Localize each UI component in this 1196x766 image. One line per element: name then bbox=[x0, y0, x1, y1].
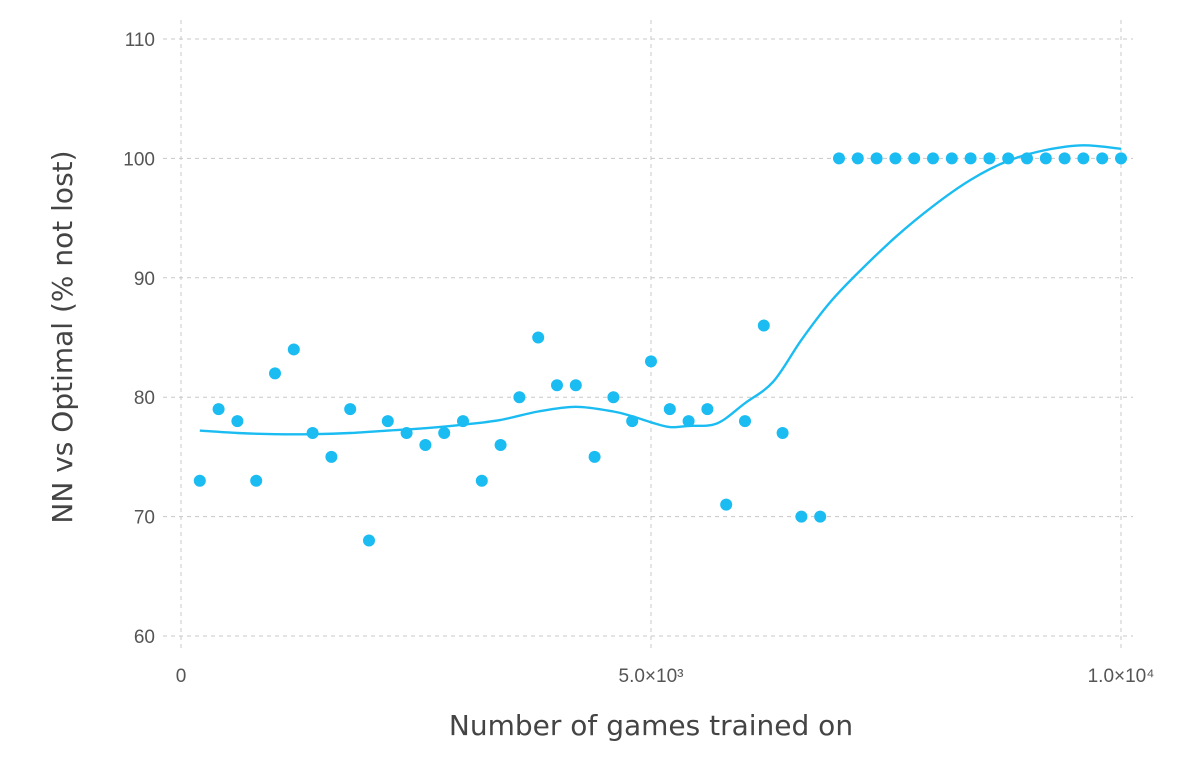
data-point bbox=[757, 319, 770, 332]
data-point bbox=[419, 438, 432, 451]
y-tick-label: 60 bbox=[134, 627, 155, 648]
data-point bbox=[457, 415, 469, 428]
data-point bbox=[569, 379, 582, 392]
grid bbox=[163, 20, 1133, 650]
data-point bbox=[626, 415, 639, 428]
data-point bbox=[795, 510, 808, 523]
data-point bbox=[1058, 152, 1071, 165]
data-point bbox=[551, 379, 563, 392]
data-point bbox=[1096, 152, 1109, 165]
y-tick-label: 100 bbox=[123, 149, 155, 170]
data-point bbox=[945, 152, 958, 165]
smooth-trend-line bbox=[199, 144, 1122, 436]
data-point bbox=[1115, 152, 1127, 165]
data-point bbox=[607, 391, 620, 404]
data-point bbox=[212, 403, 225, 416]
x-tick-label: 5.0×10³ bbox=[619, 666, 684, 687]
data-point bbox=[250, 474, 263, 487]
x-axis-ticks: 0 5.0×10³ 1.0×10⁴ bbox=[176, 666, 1155, 687]
data-point bbox=[1002, 152, 1015, 165]
data-point bbox=[720, 498, 733, 511]
data-point bbox=[231, 415, 244, 428]
data-point bbox=[927, 152, 939, 165]
data-point bbox=[964, 152, 977, 165]
data-point bbox=[306, 427, 319, 440]
x-axis-title: Number of games trained on bbox=[449, 709, 853, 742]
data-point bbox=[1021, 152, 1033, 165]
y-axis-ticks: 60 70 80 90 100 110 bbox=[123, 30, 155, 648]
data-point bbox=[269, 367, 281, 380]
y-tick-label: 70 bbox=[134, 508, 155, 529]
data-point bbox=[833, 152, 845, 165]
data-point bbox=[645, 355, 657, 368]
data-point bbox=[814, 510, 827, 523]
data-point bbox=[400, 427, 413, 440]
data-point bbox=[363, 534, 375, 547]
data-point bbox=[983, 152, 996, 165]
y-tick-label: 90 bbox=[134, 269, 155, 290]
data-point bbox=[889, 152, 902, 165]
data-point bbox=[739, 415, 751, 428]
data-point bbox=[908, 152, 921, 165]
data-point bbox=[344, 403, 357, 416]
data-point bbox=[663, 403, 676, 416]
data-point bbox=[494, 438, 507, 451]
data-point bbox=[193, 474, 206, 487]
y-tick-label: 110 bbox=[125, 30, 155, 51]
y-axis-title: NN vs Optimal (% not lost) bbox=[46, 150, 79, 523]
data-point bbox=[870, 152, 883, 165]
data-points bbox=[193, 152, 1127, 547]
data-point bbox=[438, 427, 451, 440]
data-point bbox=[851, 152, 864, 165]
data-point bbox=[381, 415, 394, 428]
x-tick-label: 0 bbox=[176, 666, 187, 687]
data-point bbox=[776, 427, 789, 440]
data-point bbox=[513, 391, 526, 404]
data-point bbox=[682, 415, 695, 428]
data-point bbox=[1039, 152, 1052, 165]
data-point bbox=[532, 331, 545, 344]
x-tick-label: 1.0×10⁴ bbox=[1088, 666, 1155, 687]
data-point bbox=[475, 474, 488, 487]
y-tick-label: 80 bbox=[134, 388, 155, 409]
data-point bbox=[1077, 152, 1090, 165]
data-point bbox=[588, 450, 601, 463]
data-point bbox=[701, 403, 714, 416]
data-point bbox=[287, 343, 300, 356]
data-point bbox=[325, 450, 338, 463]
